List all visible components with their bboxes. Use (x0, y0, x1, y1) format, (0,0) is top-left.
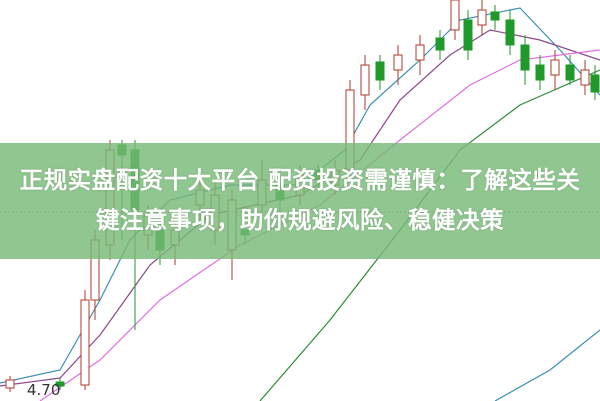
candle-up (450, 0, 460, 40)
candle-up (360, 55, 370, 110)
candle-down (55, 378, 65, 390)
price-label: 4.70 (27, 381, 61, 399)
headline-band (0, 143, 600, 259)
candle-up (80, 290, 90, 390)
candle-down (435, 30, 445, 60)
candle-up (477, 0, 487, 35)
ma-teal-line (494, 329, 600, 401)
candle-up (393, 45, 403, 85)
candle-up (550, 50, 560, 90)
candle-up (415, 35, 425, 75)
candle-up (580, 60, 590, 95)
candle-down (535, 55, 545, 90)
candle-down (565, 55, 575, 85)
candle-down (490, 5, 500, 30)
headline-title: 正规实盘配资十大平台 配资投资需谨慎：了解这些关键注意事项，助你规避风险、稳健决… (19, 166, 581, 234)
candle-down (520, 35, 530, 85)
candle-up (5, 376, 15, 392)
candle-down (505, 10, 515, 55)
candle-down (590, 65, 600, 100)
candle-down (463, 10, 473, 60)
candle-down (375, 55, 385, 90)
